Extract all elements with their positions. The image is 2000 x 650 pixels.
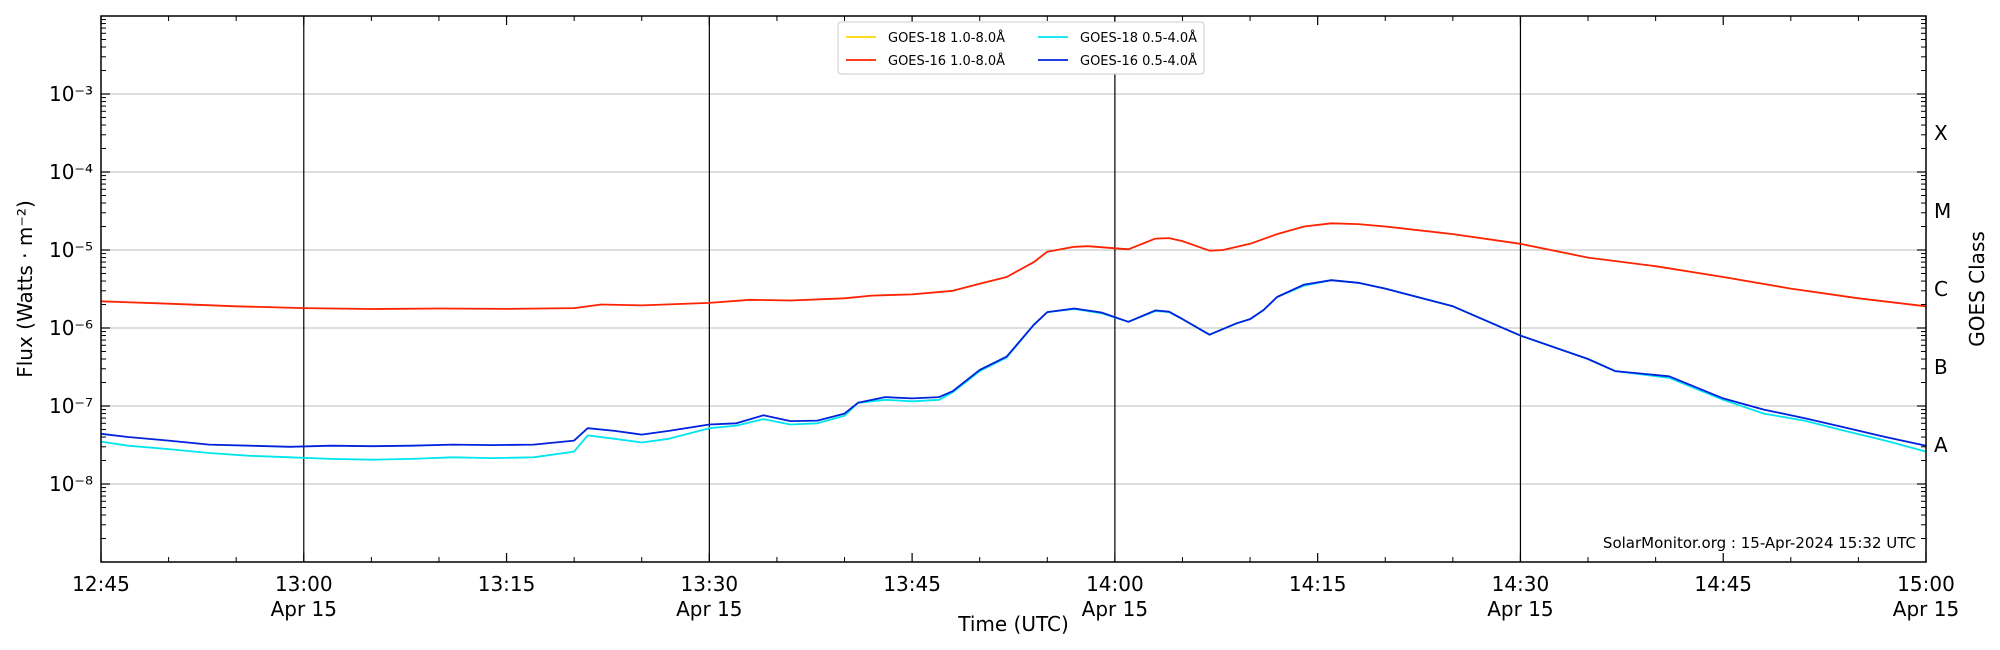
grid-lines <box>101 93 1926 485</box>
y-tick-label: 10⁻⁶ <box>49 316 93 340</box>
legend-entry: GOES-16 1.0-8.0Å <box>888 53 1005 69</box>
goes-class-ticks: A B C M X <box>1934 121 1951 457</box>
series-line <box>100 222 1927 310</box>
legend-entry: GOES-16 0.5-4.0Å <box>1080 53 1197 69</box>
y-tick-label: 10⁻⁵ <box>49 238 93 262</box>
x-tick-label: 14:15 <box>1289 572 1347 596</box>
legend-box <box>837 21 1205 75</box>
x-tick-date-label: Apr 15 <box>271 597 337 621</box>
x-tick-date-label: Apr 15 <box>1487 597 1553 621</box>
legend-entry: GOES-18 1.0-8.0Å <box>888 30 1005 46</box>
series-line <box>100 279 1927 448</box>
x-tick-label: 13:00 <box>275 572 333 596</box>
y-axis-ticks: 10⁻⁸ 10⁻⁷ 10⁻⁶ 10⁻⁵ 10⁻⁴ 10⁻³ <box>49 19 1926 540</box>
legend: GOES-18 1.0-8.0Å GOES-16 1.0-8.0Å GOES-18 … <box>837 21 1205 75</box>
goes-class-label: B <box>1934 355 1948 379</box>
goes-class-label: M <box>1934 199 1951 223</box>
goes-class-axis-label: GOES Class <box>1965 231 1989 347</box>
series-line <box>100 279 1927 461</box>
x-tick-label: 14:45 <box>1694 572 1752 596</box>
y-tick-label: 10⁻³ <box>49 82 93 106</box>
x-tick-label: 15:00 <box>1897 572 1955 596</box>
x-tick-date-label: Apr 15 <box>1893 597 1959 621</box>
y-tick-label: 10⁻⁴ <box>49 160 93 184</box>
goes-class-label: C <box>1934 277 1948 301</box>
x-tick-label: 13:15 <box>478 572 536 596</box>
flux-series <box>100 222 1927 461</box>
legend-entry: GOES-18 0.5-4.0Å <box>1080 30 1197 46</box>
x-tick-label: 13:30 <box>681 572 739 596</box>
x-tick-label: 13:45 <box>883 572 941 596</box>
x-tick-label: 14:30 <box>1492 572 1550 596</box>
goes-class-label: X <box>1934 121 1948 145</box>
goes-class-label: A <box>1934 433 1948 457</box>
x-tick-label: 12:45 <box>72 572 130 596</box>
x-tick-date-label: Apr 15 <box>676 597 742 621</box>
source-annotation: SolarMonitor.org : 15-Apr-2024 15:32 UTC <box>1603 534 1916 552</box>
y-tick-label: 10⁻⁸ <box>49 472 93 496</box>
x-axis-label: Time (UTC) <box>957 612 1069 636</box>
y-tick-label: 10⁻⁷ <box>49 394 93 418</box>
x-tick-date-label: Apr 15 <box>1082 597 1148 621</box>
y-axis-label: Flux (Watts · m⁻²) <box>13 200 37 378</box>
time-markers <box>303 16 1522 562</box>
plot-area-frame <box>100 15 1927 563</box>
x-tick-label: 14:00 <box>1086 572 1144 596</box>
